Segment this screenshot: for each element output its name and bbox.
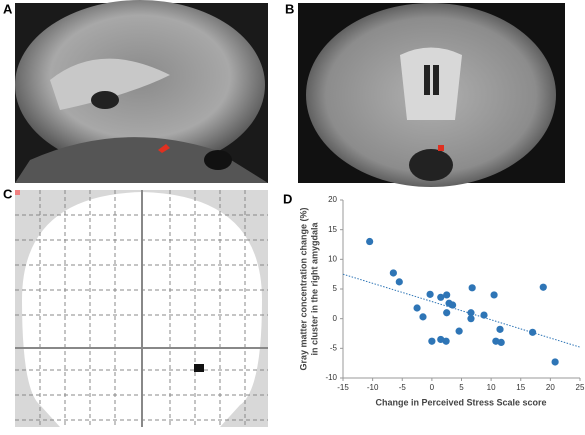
- ventricle: [433, 65, 439, 95]
- brainstem-gap: [409, 149, 453, 181]
- x-tick-label: 25: [576, 383, 585, 392]
- white-matter: [400, 47, 462, 120]
- point: [426, 290, 434, 298]
- x-tick-label: -5: [399, 383, 407, 392]
- point: [496, 325, 504, 333]
- point: [437, 335, 445, 344]
- white-matter: [50, 58, 170, 110]
- point: [419, 313, 427, 321]
- panel-label: B: [285, 1, 294, 16]
- panel-label: D: [283, 191, 292, 206]
- y-tick-label: 5: [333, 284, 338, 293]
- x-tick-label: 15: [516, 383, 525, 392]
- cluster: [438, 145, 444, 151]
- x-tick-label: 5: [459, 383, 464, 392]
- point: [480, 311, 488, 319]
- sinus: [204, 150, 232, 170]
- point: [551, 358, 559, 366]
- point: [389, 269, 397, 277]
- x-tick-label: 20: [546, 383, 555, 392]
- point: [497, 338, 505, 346]
- x-tick-label: 10: [487, 383, 496, 392]
- ventricle: [424, 65, 430, 95]
- point: [468, 284, 476, 292]
- point: [449, 301, 457, 309]
- x-tick-label: -10: [367, 383, 379, 392]
- x-axis-label: Change in Perceived Stress Scale score: [375, 397, 546, 407]
- point: [529, 328, 537, 336]
- marker: [15, 190, 20, 195]
- point: [490, 291, 498, 299]
- panel-label: C: [3, 186, 13, 201]
- y-tick-label: 15: [328, 225, 337, 234]
- y-tick-label: 20: [328, 195, 337, 204]
- point: [443, 291, 451, 299]
- point: [443, 309, 451, 317]
- y-tick-label: 0: [333, 314, 338, 323]
- point: [467, 309, 475, 317]
- y-tick-label: -10: [325, 373, 337, 382]
- y-tick-label: -5: [330, 343, 338, 352]
- y-axis-label: Gray matter concentration change (%): [298, 207, 308, 370]
- point: [455, 327, 463, 335]
- trendline: [342, 273, 581, 348]
- point: [467, 315, 475, 323]
- point: [428, 337, 436, 345]
- x-tick-label: 0: [430, 383, 435, 392]
- point: [413, 304, 421, 312]
- temporal: [15, 137, 268, 183]
- y-tick-label: 10: [328, 254, 337, 263]
- point: [395, 278, 403, 286]
- ventricle: [91, 91, 119, 109]
- x-tick-label: -15: [337, 383, 349, 392]
- panel-label: A: [3, 1, 13, 16]
- cluster: [158, 144, 170, 153]
- point: [366, 237, 374, 246]
- point: [437, 293, 445, 301]
- cluster: [194, 364, 204, 372]
- point: [539, 283, 547, 291]
- y-axis-label: in cluster in the right amygdala: [309, 221, 319, 355]
